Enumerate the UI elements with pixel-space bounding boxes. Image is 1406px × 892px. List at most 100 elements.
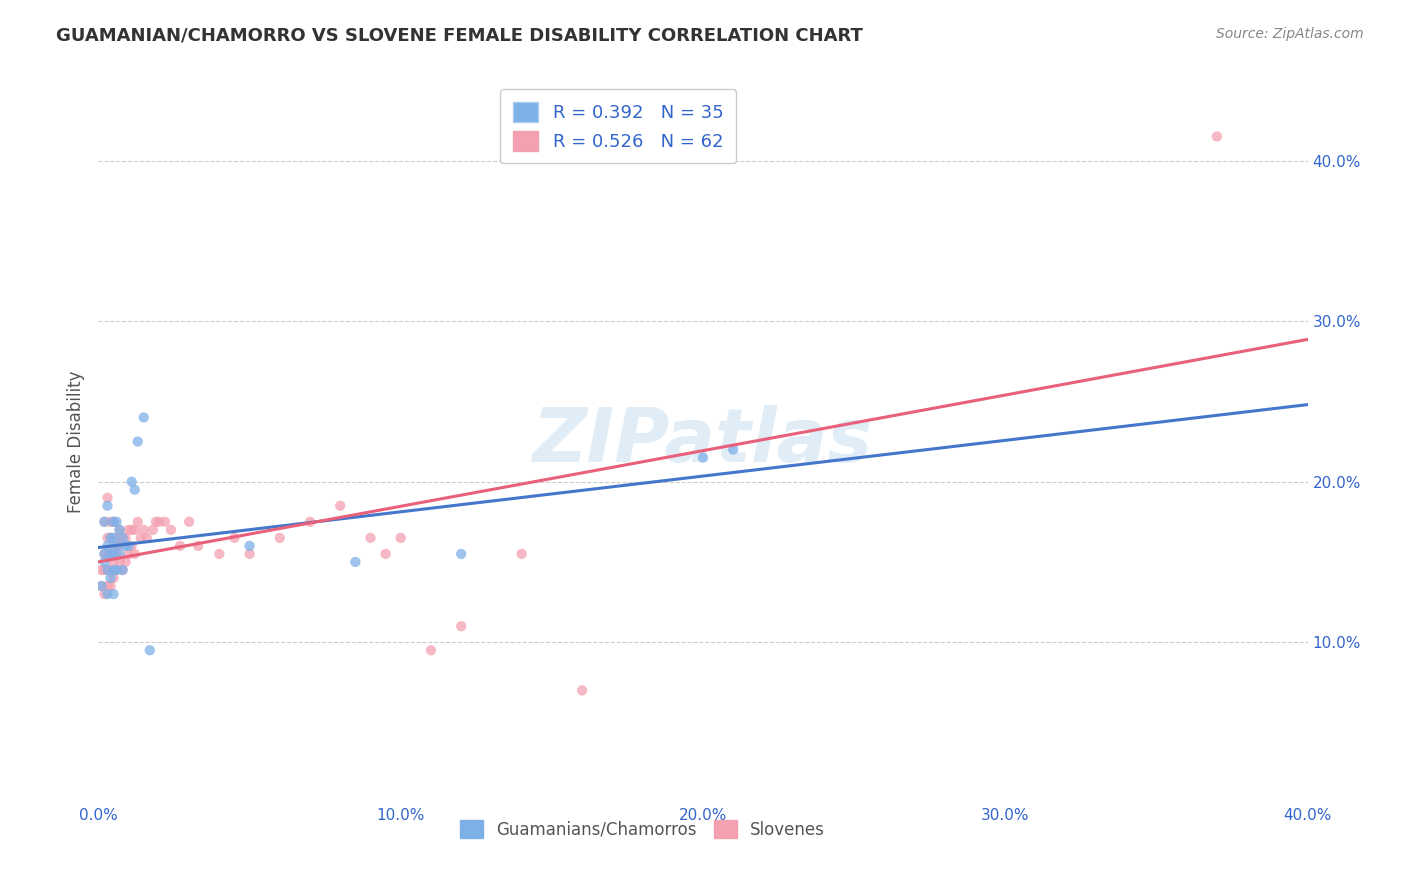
Point <box>103 563 125 577</box>
Point <box>96 563 118 577</box>
Point <box>224 531 246 545</box>
Point <box>153 515 176 529</box>
Point <box>124 547 146 561</box>
Point <box>723 442 745 457</box>
Point <box>103 515 125 529</box>
Point <box>96 499 118 513</box>
Point <box>105 539 128 553</box>
Point <box>450 547 472 561</box>
Text: Source: ZipAtlas.com: Source: ZipAtlas.com <box>1216 27 1364 41</box>
Point <box>93 547 115 561</box>
Point <box>103 571 125 585</box>
Point <box>93 555 115 569</box>
Point <box>114 555 136 569</box>
Point <box>692 450 714 465</box>
Point <box>111 531 134 545</box>
Point <box>103 539 125 553</box>
Point <box>124 483 146 497</box>
Point <box>100 563 122 577</box>
Point <box>510 547 533 561</box>
Point <box>93 547 115 561</box>
Point <box>124 523 146 537</box>
Legend: Guamanians/Chamorros, Slovenes: Guamanians/Chamorros, Slovenes <box>450 810 835 848</box>
Point <box>100 547 122 561</box>
Point <box>105 547 128 561</box>
Point <box>129 531 152 545</box>
Point <box>111 563 134 577</box>
Point <box>93 563 115 577</box>
Point <box>96 491 118 505</box>
Point <box>127 515 149 529</box>
Point <box>90 579 112 593</box>
Point <box>374 547 396 561</box>
Point <box>132 410 155 425</box>
Point <box>100 531 122 545</box>
Point <box>344 555 367 569</box>
Point <box>103 547 125 561</box>
Text: GUAMANIAN/CHAMORRO VS SLOVENE FEMALE DISABILITY CORRELATION CHART: GUAMANIAN/CHAMORRO VS SLOVENE FEMALE DIS… <box>56 27 863 45</box>
Point <box>90 579 112 593</box>
Point <box>108 547 131 561</box>
Point <box>105 515 128 529</box>
Point <box>139 643 162 657</box>
Point <box>187 539 209 553</box>
Point <box>121 539 143 553</box>
Point <box>360 531 382 545</box>
Point <box>571 683 593 698</box>
Point <box>269 531 291 545</box>
Point <box>169 539 191 553</box>
Point <box>127 434 149 449</box>
Point <box>118 547 141 561</box>
Point <box>93 515 115 529</box>
Point <box>105 563 128 577</box>
Y-axis label: Female Disability: Female Disability <box>66 370 84 513</box>
Point <box>96 547 118 561</box>
Point <box>145 515 167 529</box>
Point <box>96 579 118 593</box>
Point <box>108 523 131 537</box>
Point <box>239 547 262 561</box>
Point <box>90 563 112 577</box>
Point <box>105 531 128 545</box>
Point <box>100 571 122 585</box>
Point <box>121 475 143 489</box>
Point <box>100 531 122 545</box>
Point <box>93 515 115 529</box>
Point <box>121 523 143 537</box>
Point <box>160 523 183 537</box>
Point <box>111 531 134 545</box>
Point <box>103 555 125 569</box>
Point <box>114 539 136 553</box>
Point <box>103 531 125 545</box>
Point <box>103 587 125 601</box>
Point <box>108 523 131 537</box>
Point <box>93 587 115 601</box>
Point <box>450 619 472 633</box>
Point <box>114 531 136 545</box>
Point <box>132 523 155 537</box>
Point <box>239 539 262 553</box>
Point <box>105 563 128 577</box>
Point <box>108 539 131 553</box>
Point <box>389 531 412 545</box>
Point <box>118 523 141 537</box>
Point <box>142 523 165 537</box>
Point <box>103 515 125 529</box>
Point <box>111 563 134 577</box>
Point <box>148 515 170 529</box>
Point <box>100 515 122 529</box>
Point <box>1206 129 1229 144</box>
Point <box>96 563 118 577</box>
Point <box>179 515 201 529</box>
Point <box>135 531 157 545</box>
Point <box>108 555 131 569</box>
Point <box>96 531 118 545</box>
Point <box>329 499 352 513</box>
Point <box>420 643 443 657</box>
Point <box>96 539 118 553</box>
Point <box>96 587 118 601</box>
Point <box>100 579 122 593</box>
Point <box>118 539 141 553</box>
Text: ZIPatlas: ZIPatlas <box>533 405 873 478</box>
Point <box>208 547 231 561</box>
